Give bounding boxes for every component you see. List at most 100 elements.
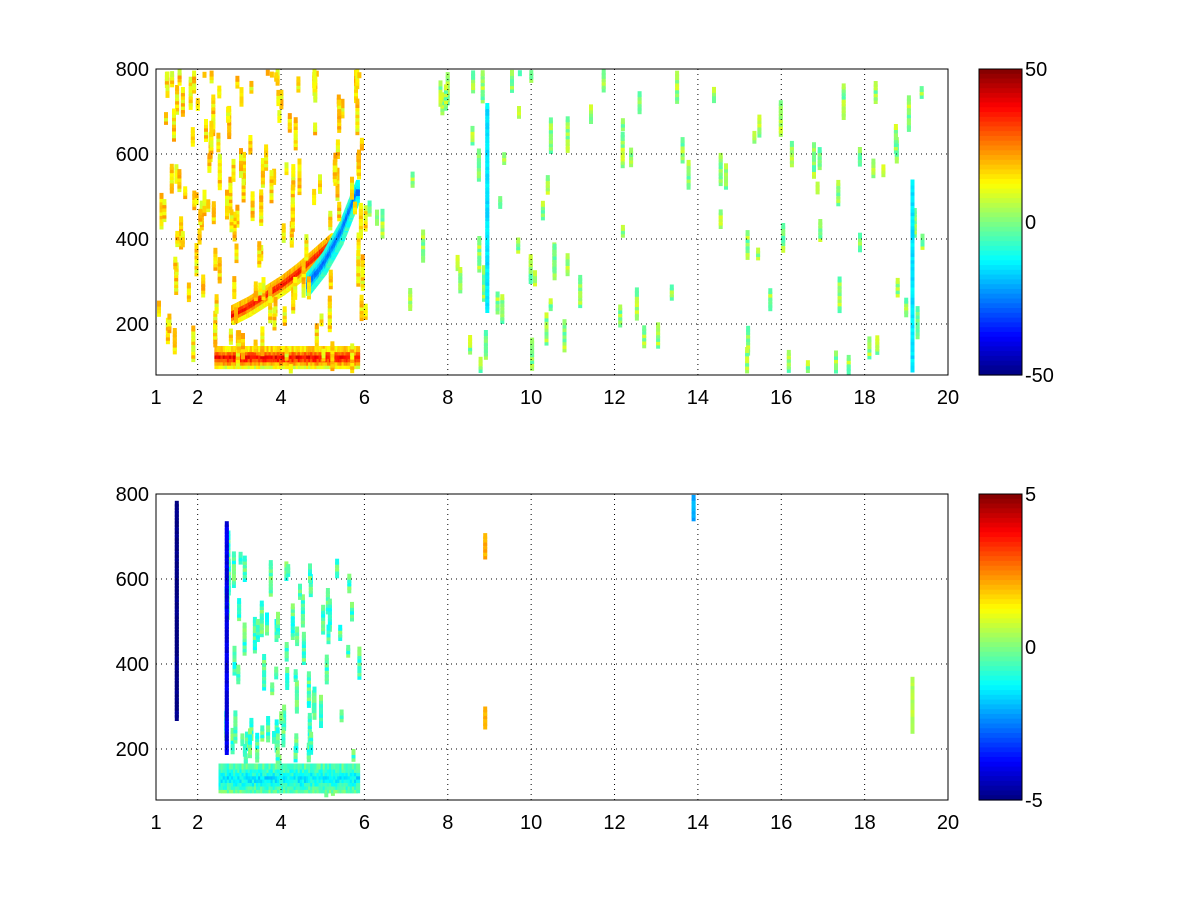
heatmap-cell [915,306,920,313]
heatmap-cell [778,100,783,107]
heatmap-cell [301,645,306,652]
heatmap-cell [282,313,287,320]
heatmap-cell [242,162,246,169]
heatmap-cell [234,317,238,324]
heatmap-cell [480,70,485,77]
heatmap-cell [528,257,533,264]
heatmap-cell [241,353,245,360]
heatmap-cell [248,148,253,155]
heatmap-cell [248,752,252,759]
heatmap-cell [270,363,275,370]
heatmap-cell [817,147,822,154]
heatmap-cell [341,346,346,353]
heatmap-cell [815,188,820,195]
heatmap-cell [306,681,311,688]
heatmap-cell [297,178,302,185]
heatmap-cell [272,178,277,185]
heatmap-cell [220,346,225,353]
heatmap-cell [339,359,344,366]
heatmap-cell [355,69,360,76]
heatmap-cell [262,763,267,770]
heatmap-cell [544,339,549,346]
heatmap-cell [485,235,490,242]
heatmap-cell [220,770,225,777]
heatmap-cell [745,353,750,360]
colorbar-frame [978,68,1023,376]
heatmap-cell [217,177,222,184]
heatmap-cell [745,247,750,254]
heatmap-cell [304,352,308,359]
heatmap-cell [249,777,254,783]
heatmap-cell [258,780,263,787]
heatmap-cell [216,349,221,356]
heatmap-cell [199,204,204,210]
heatmap-cell [217,167,222,174]
heatmap-cell [228,186,233,193]
heatmap-cell [228,203,233,210]
heatmap-cell [260,171,265,178]
heatmap-cell [746,332,751,339]
heatmap-cell [295,787,300,794]
heatmap-cell [363,212,368,218]
heatmap-cell [232,215,237,222]
colorbar-segment [979,112,1022,118]
heatmap-cell [745,230,750,237]
colorbar-tick-label: -50 [1025,365,1054,387]
heatmap-cell [239,171,243,178]
heatmap-cell [331,770,336,777]
heatmap-cell [485,137,490,143]
heatmap-cell [548,144,553,151]
heatmap-cell [316,783,321,790]
heatmap-cell [270,766,275,773]
heatmap-cell [177,186,182,193]
heatmap-cell [341,763,346,770]
heatmap-cell [752,134,757,141]
heatmap-cell [268,583,273,590]
heatmap-cell [260,158,265,164]
heatmap-cell [319,694,323,701]
heatmap-cell [233,770,238,777]
heatmap-cell [485,201,490,208]
heatmap-cell [174,701,179,708]
heatmap-cell [312,188,317,195]
heatmap-cell [904,297,909,304]
heatmap-cell [276,770,281,777]
heatmap-cell [262,677,267,684]
heatmap-cell [224,766,229,773]
heatmap-cell [258,282,263,289]
heatmap-cell [235,214,240,221]
heatmap-cell [224,650,229,657]
heatmap-cell [247,773,252,780]
heatmap-cell [218,763,223,770]
heatmap-cell [174,278,179,285]
heatmap-cell [349,766,354,773]
heatmap-cell [213,330,217,337]
heatmap-cell [268,570,273,577]
heatmap-cell [517,106,521,112]
heatmap-cell [294,690,299,697]
colorbar-segment [979,193,1022,199]
heatmap-cell [239,154,243,161]
heatmap-cell [355,186,360,193]
heatmap-cell [276,763,281,770]
heatmap-cell [307,712,312,719]
heatmap-cell [242,576,247,582]
heatmap-cell [455,254,460,261]
heatmap-cell [233,720,238,727]
heatmap-cell [297,158,302,165]
heatmap-cell [264,144,269,151]
heatmap-cell [548,301,553,308]
colorbar-segment [979,97,1022,104]
heatmap-cell [167,320,172,327]
heatmap-cell [680,157,685,164]
heatmap-cell [718,212,723,219]
heatmap-cell [339,777,344,783]
heatmap-cell [314,356,319,363]
heatmap-cell [281,230,286,237]
heatmap-cell [202,203,207,210]
heatmap-cell [339,787,344,794]
heatmap-cell [321,618,326,625]
heatmap-cell [548,117,553,124]
heatmap-cell [239,773,244,780]
heatmap-cell [211,218,216,225]
